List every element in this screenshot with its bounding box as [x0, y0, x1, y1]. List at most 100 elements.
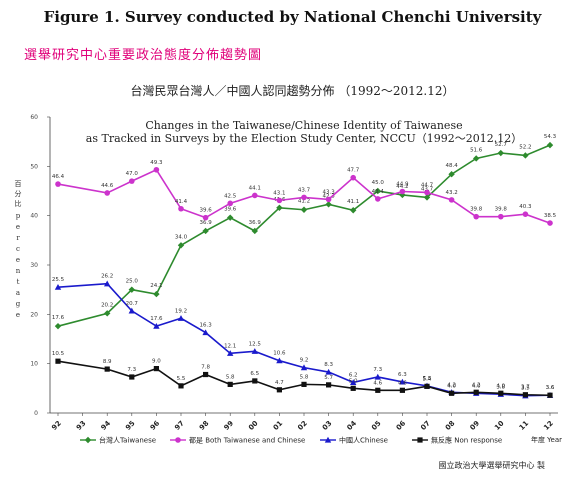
data-label: 49.3	[150, 160, 163, 166]
data-point	[423, 194, 431, 201]
data-point	[129, 178, 135, 184]
data-point	[153, 166, 160, 173]
source-credit: 國立政治大學選舉研究中心 製	[438, 461, 545, 470]
data-label: 4.2	[472, 382, 481, 388]
data-label: 43.1	[273, 190, 285, 196]
x-tick-label: 10	[493, 419, 506, 432]
data-point	[104, 310, 111, 317]
x-tick-label: 12	[542, 419, 555, 432]
x-tick-label: 05	[370, 419, 383, 432]
data-label: 4.2	[447, 382, 456, 388]
x-tick-label: 98	[198, 419, 211, 432]
data-label: 43.7	[421, 186, 434, 192]
data-label: 7.3	[373, 367, 382, 373]
data-label: 4.0	[472, 383, 481, 389]
data-point	[153, 322, 160, 329]
data-point	[375, 387, 381, 393]
data-point	[301, 381, 307, 387]
data-label: 40.3	[519, 204, 532, 210]
y-axis-label-char: e	[16, 223, 20, 231]
data-label: 4.0	[447, 383, 456, 389]
data-point	[399, 387, 405, 393]
data-point	[54, 284, 62, 290]
data-label: 5.7	[324, 375, 333, 381]
x-tick-label: 04	[346, 419, 359, 432]
data-point	[497, 149, 504, 157]
data-label: 10.5	[52, 351, 65, 357]
data-label: 41.4	[175, 199, 188, 205]
data-point	[350, 207, 357, 214]
legend-label: 中國人Chinese	[339, 436, 388, 445]
chart-title-line: as Tracked in Surveys by the Election St…	[86, 132, 522, 145]
y-axis-label-char: t	[17, 278, 20, 286]
x-tick-label: 97	[173, 419, 186, 432]
data-label: 7.3	[127, 367, 136, 373]
y-axis-label-char: c	[16, 245, 20, 253]
legend-marker	[84, 436, 92, 444]
x-tick-label: 09	[469, 419, 482, 432]
y-axis-label-char: a	[16, 289, 20, 297]
data-label: 44.7	[421, 182, 434, 188]
data-point	[546, 141, 554, 149]
y-axis-label-char: n	[16, 267, 21, 275]
data-label: 47.0	[126, 171, 139, 177]
data-point	[104, 280, 111, 287]
data-label: 38.5	[544, 213, 557, 219]
data-point	[399, 188, 406, 195]
data-label: 5.0	[349, 378, 358, 384]
data-label: 36.9	[249, 220, 262, 226]
legend-label: 都是 Both Taiwanese and Chinese	[189, 437, 305, 445]
x-tick-label: 03	[321, 419, 334, 432]
y-tick-label: 40	[30, 213, 38, 220]
data-label: 4.0	[496, 383, 505, 389]
data-point	[300, 364, 308, 371]
data-label: 43.7	[298, 187, 311, 193]
data-label: 8.3	[324, 362, 333, 368]
data-label: 20.2	[101, 302, 113, 308]
data-point	[252, 192, 258, 199]
x-axis-label: 年度 Year	[531, 435, 562, 444]
data-point	[177, 315, 185, 321]
data-point	[448, 197, 455, 203]
x-tick-label: 08	[444, 419, 457, 432]
x-tick-label: 11	[518, 419, 531, 432]
data-point	[203, 371, 209, 378]
data-point	[153, 290, 160, 298]
data-label: 44.2	[396, 184, 408, 190]
data-point	[202, 329, 209, 336]
data-label: 9.0	[152, 359, 161, 365]
data-label: 48.4	[445, 163, 458, 169]
data-label: 6.2	[349, 372, 358, 378]
data-label: 6.5	[250, 371, 259, 377]
data-point	[178, 205, 184, 212]
x-tick-label: 99	[223, 419, 236, 432]
data-point	[374, 187, 381, 195]
data-point	[498, 213, 504, 220]
data-point	[55, 181, 61, 187]
data-label: 12.1	[224, 343, 236, 349]
y-tick-label: 20	[30, 311, 38, 318]
data-point	[104, 190, 110, 196]
data-point	[55, 358, 61, 364]
x-tick-label: 07	[419, 419, 432, 432]
data-label: 47.7	[347, 168, 360, 174]
y-axis-label-char: r	[16, 234, 20, 242]
data-label: 25.0	[126, 279, 139, 285]
data-point	[547, 392, 553, 398]
data-point	[227, 200, 233, 207]
legend-marker	[175, 437, 181, 443]
data-label: 17.6	[52, 315, 65, 321]
y-tick-label: 30	[30, 262, 38, 269]
x-tick-label: 00	[247, 419, 260, 432]
data-label: 45.0	[372, 180, 385, 186]
data-point	[227, 350, 234, 356]
data-label: 5.8	[300, 374, 309, 380]
data-label: 4.7	[275, 380, 284, 386]
data-point	[522, 152, 529, 159]
data-point	[128, 307, 135, 314]
x-tick-label: 02	[296, 419, 309, 432]
data-label: 39.8	[470, 207, 483, 213]
data-point	[276, 387, 282, 393]
data-point	[547, 220, 553, 226]
